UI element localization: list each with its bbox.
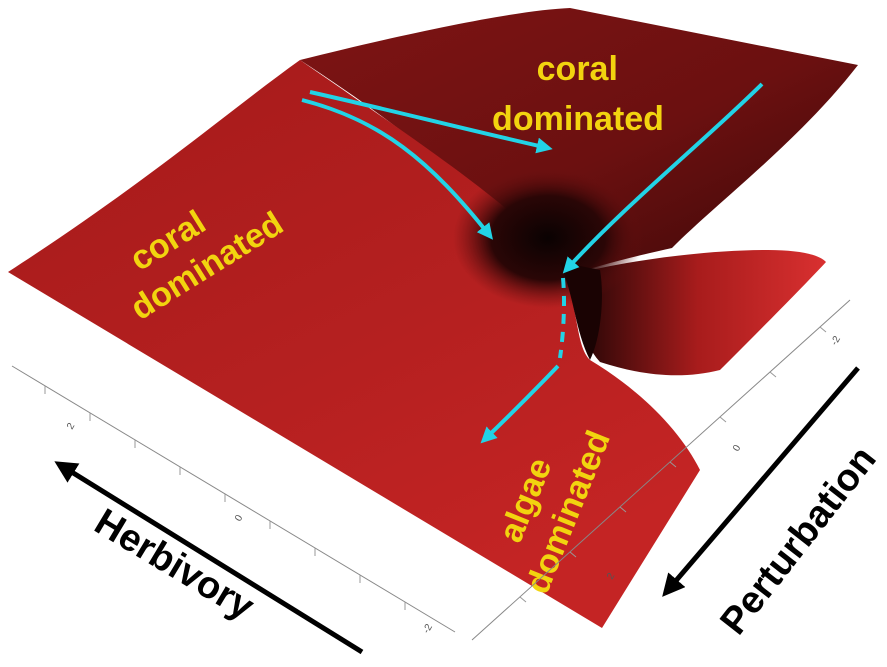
svg-text:0: 0 (233, 513, 246, 524)
perturbation-ticks (519, 326, 827, 603)
herbivory-axis-line (11, 365, 456, 633)
svg-text:-2: -2 (421, 622, 435, 636)
perturbation-arrow (662, 366, 860, 597)
fold-crease (560, 262, 602, 360)
herbivory-ticks (44, 386, 406, 610)
perturbation-axis-line (471, 299, 851, 641)
arrow-upper-path (309, 90, 553, 154)
herbivory-tick-3: -2 (421, 622, 435, 636)
perturbation-tick-3: 2 (605, 571, 618, 582)
svg-text:0: 0 (731, 443, 744, 454)
herbivory-tick-2: 0 (233, 513, 246, 524)
perturbation-title: Perturbation (712, 439, 884, 643)
arrow-left-path (301, 98, 493, 240)
arrow-jump-dashed (558, 277, 566, 359)
fold-shadow (453, 168, 643, 308)
svg-text:Perturbation: Perturbation (712, 439, 884, 643)
svg-text:-2: -2 (829, 334, 843, 348)
herbivory-arrow (54, 461, 364, 655)
svg-text:2: 2 (605, 571, 618, 582)
region-label-top-right: coral dominated (492, 50, 664, 138)
perturbation-tick-1: -2 (829, 334, 843, 348)
fold-underside (570, 250, 826, 376)
lower-surface (8, 60, 700, 628)
herbivory-tick-1: 2 (65, 421, 78, 432)
upper-surface (300, 8, 858, 275)
arrow-down-path (480, 364, 560, 444)
arrow-right-path (562, 82, 764, 274)
perturbation-tick-2: 0 (731, 443, 744, 454)
svg-text:2: 2 (65, 421, 78, 432)
